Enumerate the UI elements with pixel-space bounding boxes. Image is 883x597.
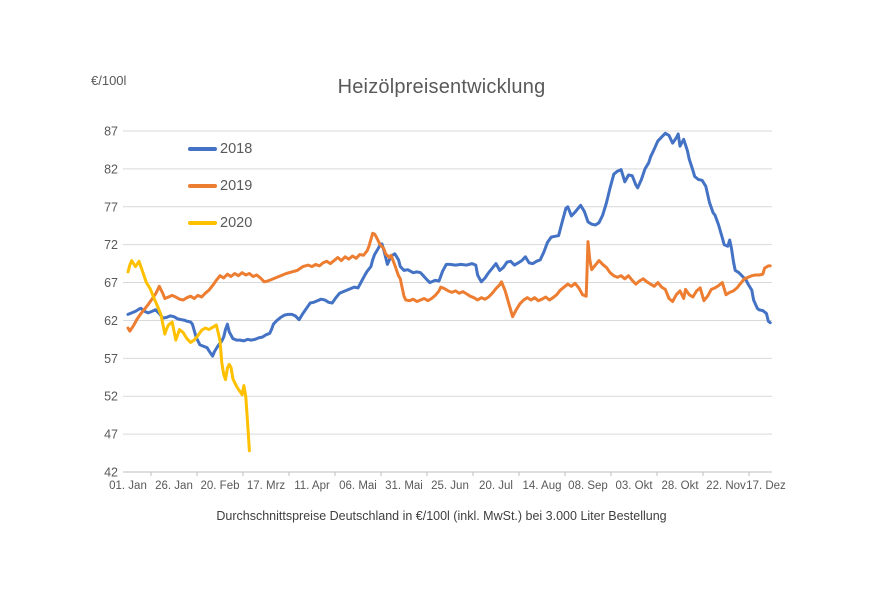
y-tick-label-42: 42 [104, 466, 118, 480]
chart-legend: 2018 2019 2020 [188, 140, 252, 251]
y-tick-label-72: 72 [104, 238, 118, 252]
series-line-2020 [126, 259, 251, 453]
legend-swatch-2018 [188, 146, 217, 151]
chart-caption: Durchschnittspreise Deutschland in €/100… [216, 509, 667, 523]
legend-item-2020: 2020 [188, 214, 252, 231]
x-tick-label-08Sep: 08. Sep [568, 480, 608, 492]
chart-title: Heizölpreisentwicklung [337, 76, 546, 98]
x-tick-label-14Aug: 14. Aug [522, 480, 561, 492]
legend-label-2019: 2019 [220, 177, 253, 194]
x-tick-label-26Jan: 26. Jan [155, 480, 193, 492]
y-axis-unit-label: €/100l [91, 73, 127, 88]
x-tick-label-17Mrz: 17. Mrz [247, 480, 286, 492]
x-tick-label-22Nov: 22. Nov [706, 480, 746, 492]
series-line-2018 [126, 131, 772, 358]
x-tick-label-17Dez: 17. Dez [746, 480, 786, 492]
x-tick-label-01Jan: 01. Jan [109, 480, 147, 492]
legend-item-2019: 2019 [188, 177, 252, 194]
series-line-2019 [126, 231, 772, 333]
x-tick-label-31Mai: 31. Mai [385, 480, 423, 492]
legend-label-2020: 2020 [220, 214, 253, 231]
legend-label-2018: 2018 [220, 140, 253, 157]
x-tick-label-11Apr: 11. Apr [294, 480, 330, 492]
y-tick-label-47: 47 [104, 428, 118, 442]
y-tick-label-52: 52 [104, 390, 118, 404]
y-tick-label-87: 87 [104, 125, 118, 139]
legend-swatch-2019 [188, 183, 217, 188]
y-tick-label-77: 77 [104, 200, 118, 214]
y-tick-label-67: 67 [104, 276, 118, 290]
x-tick-label-06Mai: 06. Mai [339, 480, 377, 492]
x-tick-label-03Okt: 03. Okt [615, 480, 653, 492]
legend-swatch-2020 [188, 220, 217, 225]
legend-item-2018: 2018 [188, 140, 252, 157]
x-tick-label-25Jun: 25. Jun [431, 480, 469, 492]
x-tick-label-28Okt: 28. Okt [661, 480, 699, 492]
y-tick-label-57: 57 [104, 352, 118, 366]
x-tick-label-20Feb: 20. Feb [201, 480, 240, 492]
y-tick-label-82: 82 [104, 162, 118, 176]
y-tick-label-62: 62 [104, 314, 118, 328]
x-tick-label-20Jul: 20. Jul [479, 480, 513, 492]
